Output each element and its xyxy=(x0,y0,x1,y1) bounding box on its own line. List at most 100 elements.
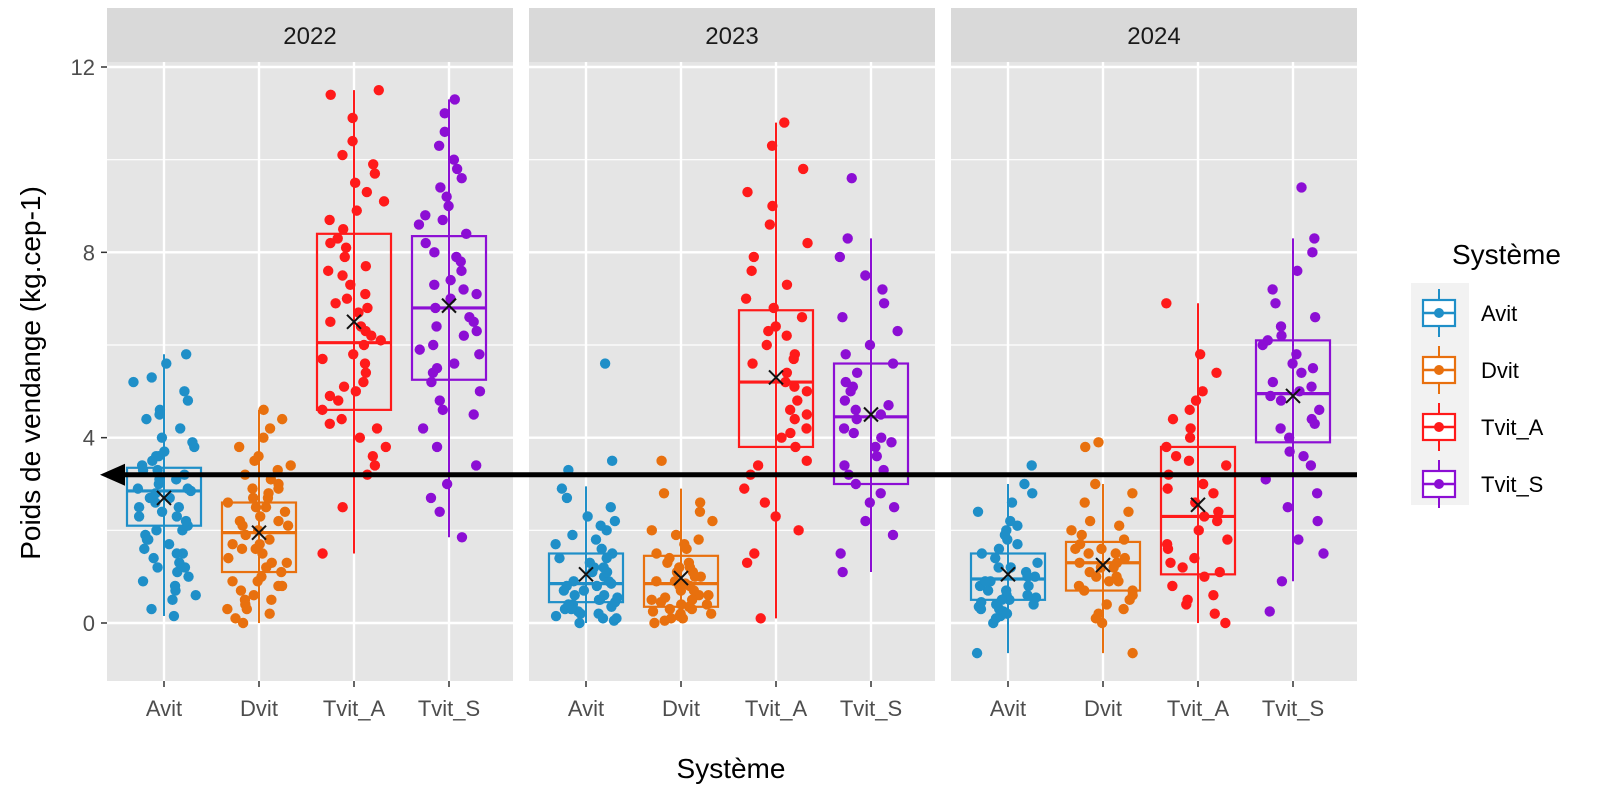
data-point xyxy=(230,613,241,624)
data-point xyxy=(1091,571,1102,582)
data-point xyxy=(425,492,437,504)
data-point xyxy=(1208,590,1219,601)
data-point xyxy=(154,409,165,420)
data-point xyxy=(1287,358,1298,369)
data-point xyxy=(892,325,903,337)
y-tick-label: 8 xyxy=(83,240,95,265)
x-tick-label: Dvit xyxy=(1084,696,1122,721)
data-point xyxy=(441,191,452,202)
facet-panel-2023: 2023 Avit Dvit Tvit_A Tvit_S xyxy=(529,8,935,721)
data-point xyxy=(1023,580,1034,592)
data-point xyxy=(1110,548,1121,559)
data-point xyxy=(694,506,706,517)
data-point xyxy=(366,330,377,341)
data-point xyxy=(351,205,362,216)
data-point xyxy=(1162,483,1173,494)
data-point xyxy=(358,376,369,388)
data-point xyxy=(792,395,803,406)
data-point xyxy=(430,302,441,314)
data-point xyxy=(171,511,183,522)
data-point xyxy=(584,557,596,568)
data-point xyxy=(445,274,456,286)
data-point xyxy=(742,186,753,198)
data-point xyxy=(1307,247,1318,258)
data-point xyxy=(741,557,753,568)
data-point xyxy=(1275,321,1287,332)
data-point xyxy=(789,413,800,425)
data-point xyxy=(776,432,787,443)
data-point xyxy=(1312,515,1323,527)
data-point xyxy=(875,488,886,499)
legend-key-tvit_a: Tvit_A xyxy=(1421,403,1544,451)
box-tvit_a xyxy=(1159,298,1237,629)
data-point xyxy=(1197,478,1209,490)
y-axis: 0 4 8 12 xyxy=(71,55,107,636)
data-point xyxy=(434,506,445,517)
data-point xyxy=(222,497,234,508)
data-point xyxy=(693,534,704,545)
data-point xyxy=(152,562,163,573)
data-point xyxy=(1194,349,1206,360)
data-point xyxy=(801,409,813,420)
facet-label: 2023 xyxy=(705,23,758,50)
facet-strip xyxy=(951,8,1357,62)
data-point xyxy=(739,483,750,494)
data-point xyxy=(233,441,245,453)
data-point xyxy=(358,339,370,351)
data-point xyxy=(839,395,851,406)
box-body xyxy=(547,552,625,604)
data-point xyxy=(156,506,168,517)
mean-marker xyxy=(673,570,689,586)
data-point xyxy=(338,381,350,392)
data-point xyxy=(337,270,348,281)
data-point xyxy=(187,437,198,448)
data-point xyxy=(133,511,145,522)
data-point xyxy=(437,404,449,416)
facet-label: 2022 xyxy=(283,23,336,50)
data-point xyxy=(417,423,429,434)
box-body xyxy=(1064,540,1142,592)
data-point xyxy=(1123,506,1134,517)
data-point xyxy=(369,460,381,471)
data-point xyxy=(686,594,698,606)
data-point xyxy=(458,284,469,295)
data-point xyxy=(688,585,700,596)
data-point xyxy=(785,427,796,439)
data-point xyxy=(1127,647,1138,659)
data-point xyxy=(797,163,809,175)
data-point xyxy=(749,548,760,559)
data-point xyxy=(971,647,983,659)
data-point xyxy=(164,492,175,504)
facet-label: 2024 xyxy=(1127,23,1180,50)
data-point xyxy=(1113,576,1124,587)
data-point xyxy=(835,548,846,559)
data-point xyxy=(658,488,670,499)
x-tick-label: Avit xyxy=(990,696,1026,721)
data-point xyxy=(676,599,687,610)
data-point xyxy=(1101,599,1112,610)
data-point xyxy=(227,576,238,587)
data-point xyxy=(558,585,570,596)
data-point xyxy=(1185,423,1196,434)
data-point xyxy=(1211,367,1222,378)
data-point xyxy=(790,441,801,453)
data-point xyxy=(333,395,344,406)
data-point xyxy=(609,515,621,527)
data-point xyxy=(665,613,677,624)
data-point xyxy=(1079,497,1090,508)
data-point xyxy=(846,173,857,184)
data-point xyxy=(705,608,717,619)
data-point xyxy=(599,358,611,369)
panel-background xyxy=(107,62,513,681)
data-point xyxy=(788,353,799,365)
data-point xyxy=(605,501,616,513)
data-point xyxy=(1294,386,1305,397)
data-point xyxy=(1076,529,1087,541)
data-point xyxy=(550,539,561,550)
data-point xyxy=(850,404,861,416)
mean-marker xyxy=(156,490,172,506)
data-point xyxy=(838,423,850,434)
y-axis-title: Poids de vendange (kg.cep-1) xyxy=(15,186,46,560)
data-point xyxy=(1167,580,1178,592)
data-point xyxy=(237,520,248,531)
